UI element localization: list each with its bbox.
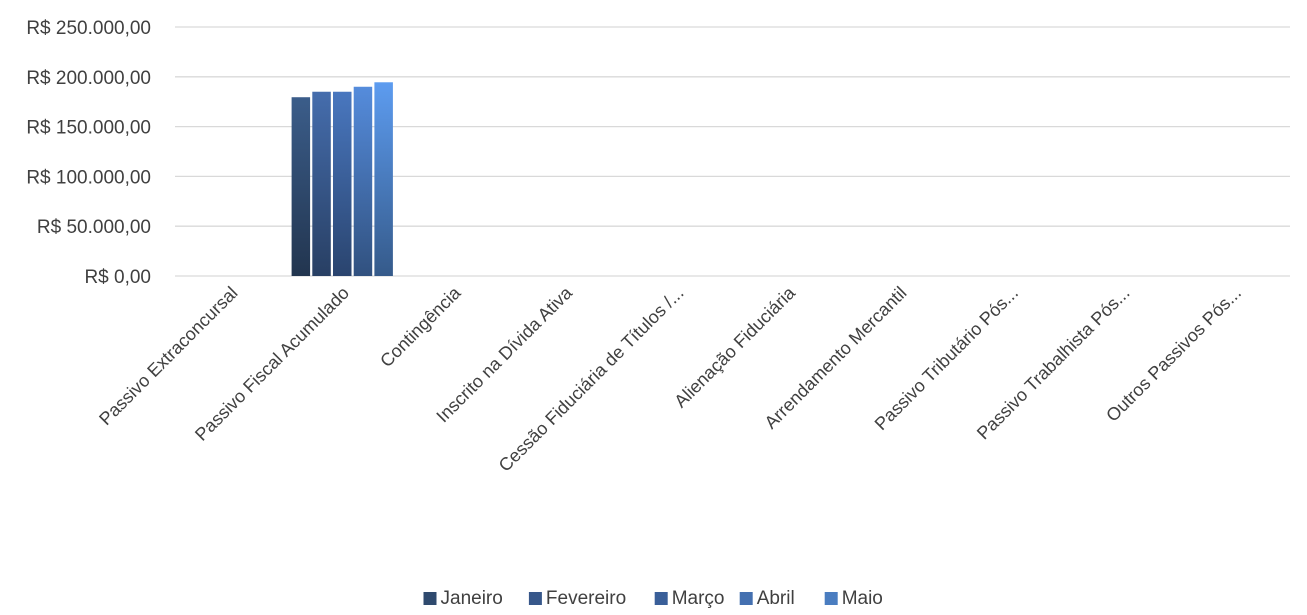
x-category-label: Alienação Fiduciária bbox=[670, 282, 799, 411]
bar-março bbox=[333, 91, 352, 277]
legend-label: Maio bbox=[842, 588, 883, 609]
legend-swatch bbox=[528, 592, 542, 605]
legend-swatch bbox=[739, 592, 753, 605]
y-tick-label: R$ 100.000,00 bbox=[26, 167, 151, 188]
bar-abril bbox=[353, 86, 373, 276]
bars bbox=[291, 82, 393, 277]
legend-label: Abril bbox=[757, 588, 795, 609]
legend-label: Janeiro bbox=[441, 588, 503, 609]
bar-maio bbox=[374, 82, 393, 276]
y-axis-tick-labels: R$ 0,00 R$ 50.000,00 R$ 100.000,00 R$ 150.0… bbox=[26, 18, 151, 288]
y-tick-label: R$ 200.000,00 bbox=[26, 68, 151, 89]
y-tick-label: R$ 0,00 bbox=[84, 267, 151, 288]
legend-swatch bbox=[423, 592, 437, 605]
x-category-label: Contingência bbox=[376, 282, 465, 371]
legend: Janeiro Fevereiro Março Abril Maio bbox=[423, 588, 883, 609]
x-category-label: Cessão Fiduciária de Títulos /... bbox=[495, 283, 688, 476]
legend-swatch bbox=[654, 592, 668, 605]
y-tick-label: R$ 50.000,00 bbox=[37, 217, 151, 238]
y-tick-label: R$ 250.000,00 bbox=[26, 18, 151, 39]
legend-label: Março bbox=[672, 588, 725, 609]
legend-label: Fevereiro bbox=[546, 588, 626, 609]
bar-janeiro bbox=[291, 97, 311, 276]
legend-swatch bbox=[824, 592, 838, 605]
bar-fevereiro bbox=[312, 91, 331, 277]
y-tick-label: R$ 150.000,00 bbox=[26, 118, 151, 139]
